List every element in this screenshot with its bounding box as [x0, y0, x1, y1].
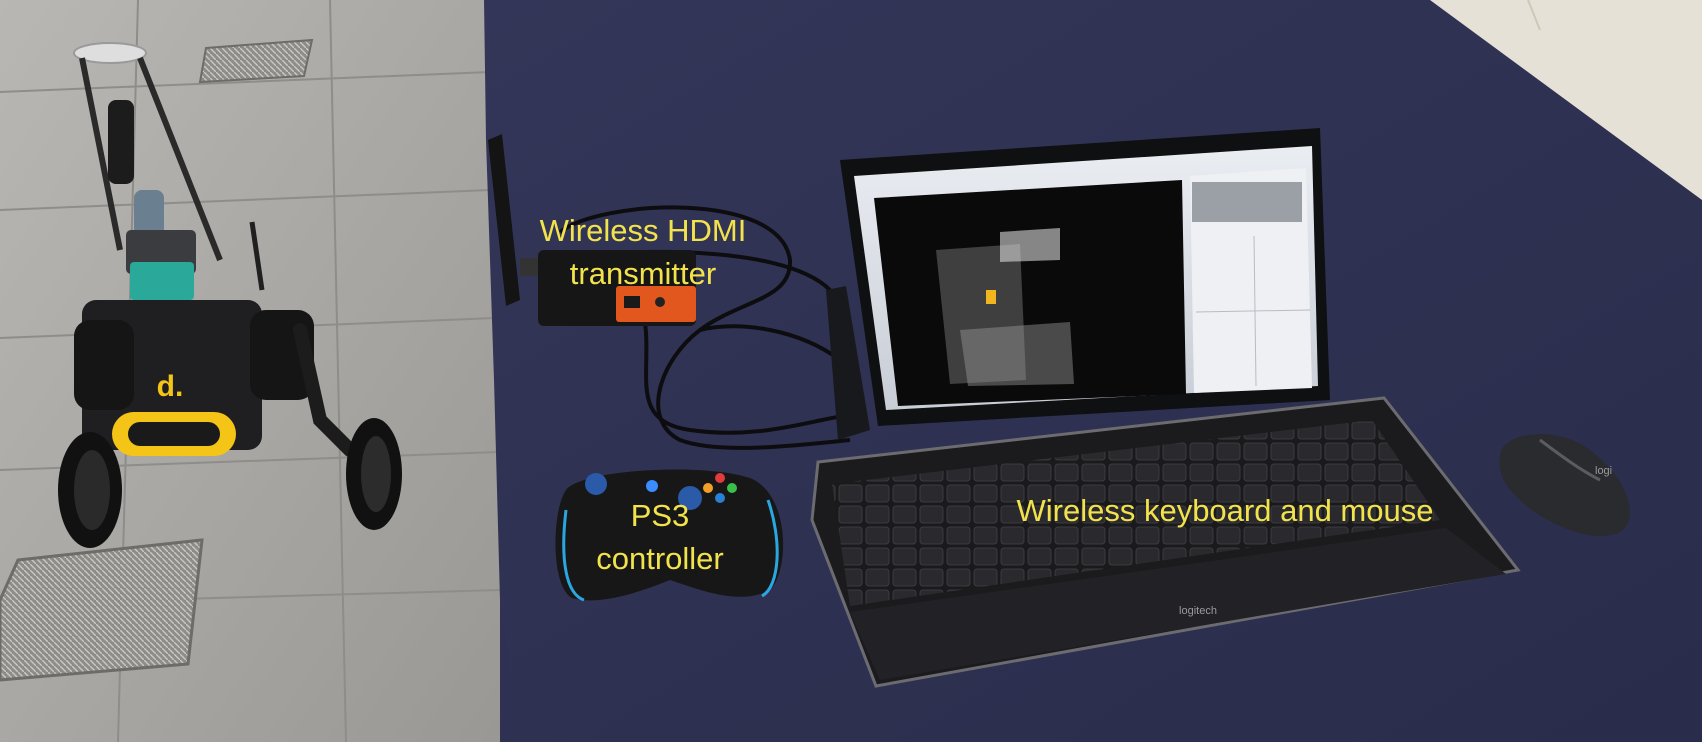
mouse-logo: logi — [1595, 465, 1612, 477]
ps3-controller — [555, 469, 784, 602]
robot: d. — [58, 42, 402, 548]
portable-monitor — [826, 128, 1330, 440]
keyboard-logo: logitech — [1179, 605, 1217, 617]
label-hdmi-line1: Wireless HDMI — [539, 213, 747, 248]
label-ps3-line1: PS3 — [630, 498, 690, 533]
wireless-mouse: logi — [1499, 434, 1630, 536]
floor-vent-top — [198, 38, 314, 84]
floor-vent-bottom — [0, 538, 204, 682]
label-ps3-line2: controller — [596, 541, 724, 576]
label-keyboard-and-mouse: Wireless keyboard and mouse — [1016, 493, 1434, 528]
label-ps3-controller: PS3 controller — [585, 494, 735, 580]
label-hdmi-line2: transmitter — [569, 256, 717, 291]
wireless-hdmi-transmitter — [488, 134, 696, 326]
label-wireless-hdmi-transmitter: Wireless HDMI transmitter — [528, 209, 758, 295]
wall-background — [1430, 0, 1702, 200]
robot-logo: d. — [157, 370, 184, 403]
wireless-keyboard: logitech — [810, 396, 1521, 688]
